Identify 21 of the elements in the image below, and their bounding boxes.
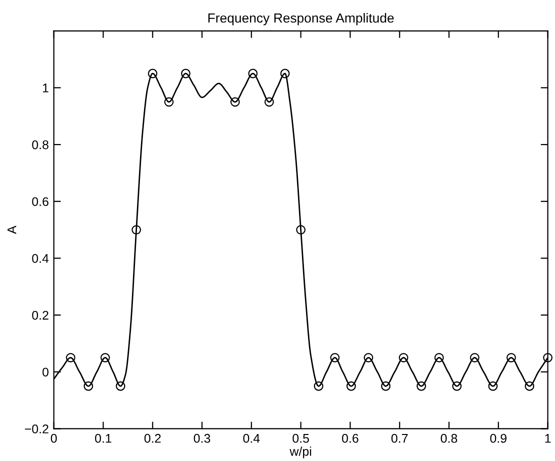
y-tick-label: 0.6: [32, 197, 48, 206]
x-tick-label: 0.9: [490, 434, 506, 443]
x-tick-label: 0.2: [144, 434, 161, 443]
x-tick-label: 0.3: [194, 434, 210, 443]
x-tick-label: 1: [545, 434, 551, 443]
y-tick-label: 0.2: [32, 310, 48, 320]
x-tick-label: 0.6: [342, 434, 358, 443]
x-tick-label: 0: [50, 434, 57, 443]
x-tick-label: 0.5: [292, 434, 309, 443]
y-tick-label: 0: [42, 368, 48, 377]
y-axis-title: A: [8, 226, 16, 234]
x-tick-label: 0.4: [243, 434, 260, 443]
x-tick-label: 0.7: [391, 434, 408, 443]
y-tick-label: −0.2: [24, 424, 48, 434]
y-tick-label: 1: [42, 84, 48, 92]
x-tick-label: 0.8: [440, 434, 458, 443]
y-tick-label: 0.8: [32, 140, 48, 150]
chart-title: Frequency Response Amplitude: [208, 12, 394, 26]
y-tick-label: 0.4: [32, 254, 49, 263]
x-tick-label: 0.1: [95, 434, 112, 443]
x-axis-title: w/pi: [290, 446, 312, 458]
